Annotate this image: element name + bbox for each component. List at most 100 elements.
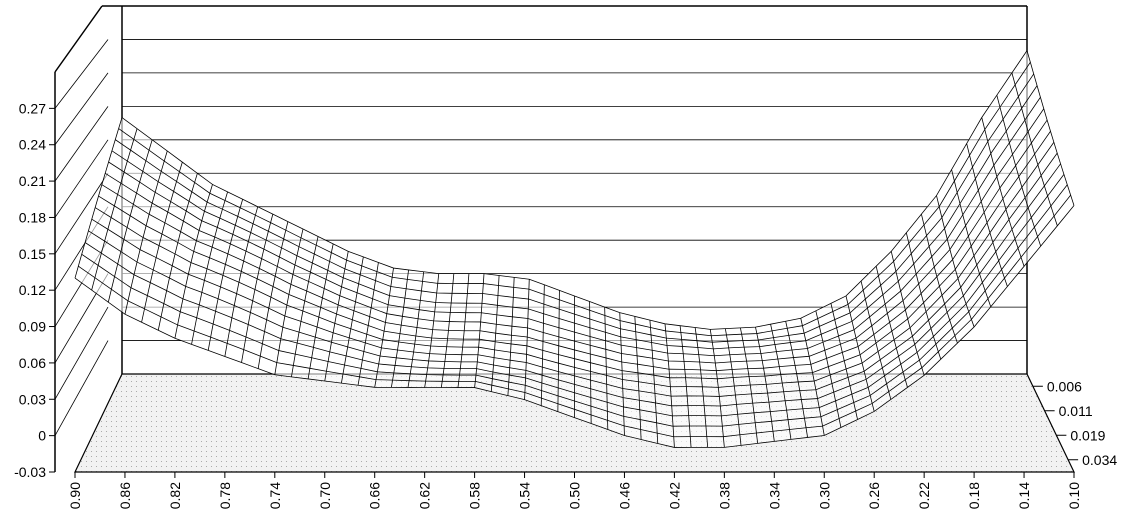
side-gridline: [54, 340, 109, 436]
surface-line-along-y: [91, 128, 138, 291]
surface-line-along-y: [507, 277, 515, 396]
z-tick-label: 0.03: [19, 391, 46, 407]
surface-line-along-y: [274, 228, 304, 375]
surface-line-along-y: [740, 327, 759, 444]
surface-line-along-y: [357, 262, 379, 386]
z-tick-label: 0.09: [19, 319, 46, 335]
surface-line-along-y: [679, 325, 692, 448]
surface-line-along-y: [207, 199, 244, 351]
x-tick-label: 0.14: [1016, 482, 1032, 509]
y-tick-label: 0.019: [1070, 427, 1105, 443]
z-tick-label: 0.15: [19, 246, 46, 262]
surface-line-along-y: [174, 184, 213, 339]
x-tick-label: 0.58: [467, 482, 483, 509]
surface-line-along-y: [1026, 50, 1075, 206]
side-gridline: [54, 306, 109, 400]
surface-line-along-y: [424, 273, 440, 388]
surface-line-along-y: [589, 301, 592, 424]
x-tick-label: 0.34: [766, 482, 782, 509]
z-tick-label: 0: [38, 428, 46, 444]
surface-line-along-y: [157, 173, 198, 331]
x-tick-label: 0.66: [367, 482, 383, 509]
surface-line-along-y: [770, 324, 792, 440]
surface-line-along-y: [664, 323, 675, 448]
x-tick-label: 0.78: [217, 482, 233, 509]
x-tick-label: 0.42: [666, 482, 682, 509]
x-tick-label: 0.30: [816, 482, 832, 509]
surface-line-along-y: [374, 268, 394, 388]
z-tick-label: 0.24: [19, 137, 46, 153]
x-tick-label: 0.82: [167, 482, 183, 509]
z-tick-label: -0.03: [14, 464, 46, 480]
surface-line-along-y: [966, 143, 1008, 287]
surface-line-along-y: [905, 232, 942, 360]
surface-line-along-y: [709, 329, 725, 448]
surface-line-along-y: [800, 318, 825, 436]
surface-line-along-y: [341, 256, 364, 384]
x-tick-label: 0.74: [267, 482, 283, 509]
surface-line-along-y: [936, 195, 975, 328]
surface-line-along-y: [557, 290, 560, 412]
x-tick-label: 0.10: [1066, 482, 1082, 509]
surface-line-along-y: [474, 273, 485, 388]
surface-line-along-y: [604, 307, 609, 430]
surface-line-along-y: [307, 243, 334, 380]
surface-line-along-y: [490, 275, 500, 392]
z-tick-label: 0.12: [19, 282, 46, 298]
surface-line-along-y: [875, 266, 908, 388]
surface-line-along-y: [457, 273, 470, 388]
surface-line-along-y: [755, 327, 775, 442]
surface-line-along-y: [634, 316, 642, 440]
x-tick-label: 0.86: [117, 482, 133, 509]
x-tick-label: 0.46: [616, 482, 632, 509]
side-gridline: [54, 72, 109, 145]
surface-line-along-y: [890, 251, 925, 376]
z-tick-label: 0.21: [19, 173, 46, 189]
surface-line-along-y: [74, 117, 123, 279]
side-gridline: [54, 173, 109, 255]
z-axis: -0.03 0 0.03 0.06 0.09 0.12 0.15 0.18 0.21 0.24 0.…: [14, 100, 55, 480]
surface-line-along-y: [815, 310, 842, 428]
x-tick-label: 0.70: [317, 482, 333, 509]
y-axis: 0.006 0.011 0.019 0.034: [1032, 378, 1117, 468]
x-axis: 0.90 0.86 0.82 0.78 0.74 0.70 0.66 0.62 0.58 0.54…: [67, 472, 1082, 509]
surface-line-along-y: [981, 117, 1025, 267]
surface-line-along-y: [845, 295, 875, 412]
surface-line-along-y: [524, 279, 530, 400]
surface-line-along-y: [390, 269, 409, 388]
x-tick-label: 0.22: [916, 482, 932, 509]
x-tick-label: 0.18: [966, 482, 982, 509]
y-tick-label: 0.006: [1047, 378, 1082, 394]
z-tick-label: 0.06: [19, 355, 46, 371]
x-tick-label: 0.50: [567, 482, 583, 509]
surface-line-along-y: [860, 280, 892, 400]
surface-line-along-y: [1011, 72, 1058, 226]
x-tick-label: 0.90: [67, 482, 83, 509]
surface-line-along-y: [224, 206, 259, 357]
side-gridline: [54, 39, 109, 109]
z-tick-label: 0.27: [19, 100, 46, 116]
x-tick-label: 0.54: [517, 482, 533, 509]
surface-mesh: [74, 50, 1075, 448]
surface-line-along-y: [191, 191, 228, 345]
surface-line-along-y: [257, 221, 289, 369]
y-tick-label: 0.034: [1082, 452, 1117, 468]
x-tick-label: 0.62: [417, 482, 433, 509]
surface-line-along-y: [241, 214, 274, 363]
surface-line-along-y: [324, 251, 349, 382]
surface-line-along-y: [694, 327, 709, 448]
surface-line-along-y: [107, 139, 153, 303]
surface-line-along-y: [540, 284, 545, 406]
y-tick-label: 0.011: [1059, 403, 1093, 419]
side-gridline: [54, 106, 109, 182]
surface-line-along-y: [951, 169, 992, 307]
surface-line-along-y: [785, 321, 808, 438]
x-tick-label: 0.26: [866, 482, 882, 509]
side-top-edge: [54, 5, 103, 73]
surface-line-along-y: [291, 236, 319, 377]
surface-line-along-y: [124, 150, 168, 315]
side-gridline: [54, 139, 109, 218]
z-tick-label: 0.18: [19, 209, 46, 225]
surface-line-along-y: [996, 95, 1042, 247]
